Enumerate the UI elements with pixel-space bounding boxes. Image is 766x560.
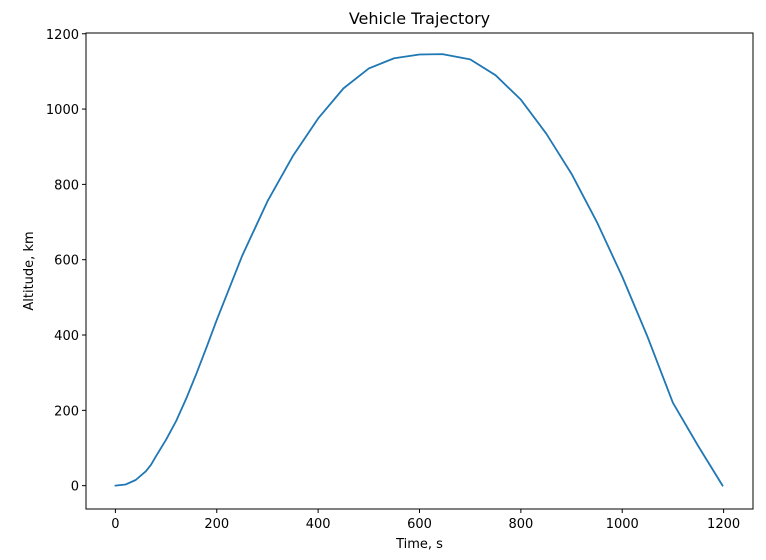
y-tick-label: 1200 [46,28,79,43]
y-tick-label: 200 [54,404,79,419]
y-tick-label: 800 [54,178,79,193]
x-tick-label: 600 [407,517,432,532]
trajectory-line [114,53,724,487]
x-tick-label: 400 [306,517,331,532]
y-tick-label: 0 [71,480,79,495]
plot-area-frame [85,32,754,510]
y-axis-ticks: 0 200 400 600 800 1000 1200 [46,28,86,495]
x-tick-label: 0 [111,517,119,532]
x-tick-label: 1000 [606,517,639,532]
x-axis-ticks: 0 200 400 600 800 1000 1200 [111,509,740,532]
x-axis-label: Time, s [395,537,443,552]
x-tick-label: 800 [508,517,533,532]
x-tick-label: 200 [204,517,229,532]
y-tick-label: 400 [54,329,79,344]
x-tick-label: 1200 [707,517,740,532]
y-tick-label: 1000 [46,103,79,118]
y-tick-label: 600 [54,254,79,269]
y-axis-label: Altitude, km [22,231,37,310]
chart-title: Vehicle Trajectory [349,9,490,28]
